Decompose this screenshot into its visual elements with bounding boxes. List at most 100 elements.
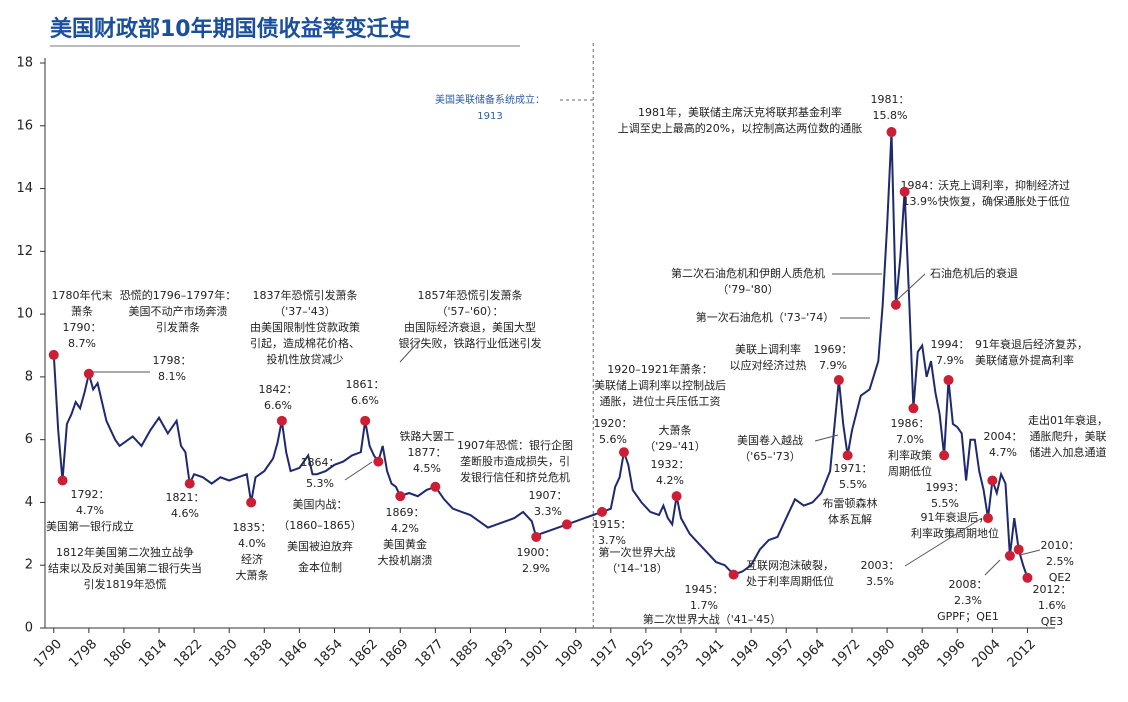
leader-line (1019, 549, 1041, 556)
annotation-text: 大投机崩溃 (378, 553, 433, 567)
annotation-text: 美联上调利率 (735, 342, 801, 356)
highlight-dot (597, 506, 608, 517)
annotation-text: 上调至史上最高的20%，以控制高达两位数的通胀 (618, 121, 862, 135)
annotation-text: 2003： (861, 559, 900, 572)
annotation-text: 大萧条 (236, 568, 269, 582)
annotation-text: 1821： (166, 491, 205, 504)
annotation-text: 美联储上调利率以控制战后 (594, 378, 726, 392)
annotation-text: 1842： (259, 383, 298, 396)
highlight-dot (83, 368, 94, 379)
annotation-text: 13.9% (903, 195, 938, 208)
annotation-text: 经济 (241, 552, 263, 566)
annotation-text: （'29–'41） (644, 440, 706, 453)
line (52, 132, 1029, 579)
annotation-text: 互联网泡沫破裂， (746, 558, 834, 572)
annotation-text: 1900： (517, 546, 556, 559)
leader-line (904, 517, 983, 567)
annotation-text: 1920： (594, 417, 633, 430)
annotation-text: 1994： (931, 338, 970, 351)
annotation-text: 4.6% (171, 507, 199, 520)
annotation-text: 1790： (63, 321, 102, 334)
annotation-text: 第一次世界大战 (599, 545, 676, 559)
annotation-text: 1984： (901, 179, 940, 192)
annotation-text: 5.5% (931, 497, 959, 510)
annotation-text: 5.6% (599, 433, 627, 446)
annotation-text: 2012： (1033, 583, 1072, 596)
annotation-text: 快恢复，确保通胀处于低位 (938, 194, 1070, 208)
annotation-text: 8.7% (68, 337, 96, 350)
annotation-text: （'37–'43） (274, 305, 336, 318)
annotation-text: （'79–'80） (717, 283, 779, 296)
annotation-text: 7.9% (936, 354, 964, 367)
leader-line (896, 273, 926, 301)
leader-line (814, 434, 839, 442)
annotation-text: （'65–'73） (739, 450, 801, 463)
highlight-dot (246, 497, 257, 508)
annotation-text: 通胀爬升，美联 (1030, 430, 1107, 443)
highlight-dot (531, 531, 542, 542)
highlight-dot (373, 456, 384, 467)
annotation-text: 4.5% (413, 462, 441, 475)
annotation-text: 引发1819年恐慌 (84, 577, 167, 591)
annotation-text: 2.3% (954, 594, 982, 607)
annotation-text: 8.1% (158, 370, 186, 383)
annotation-text: 大萧条 (659, 423, 692, 437)
annotation-text: 利率政策周期地位 (911, 526, 999, 540)
annotation-text: 4.0% (238, 537, 266, 550)
highlight-dot (833, 375, 844, 386)
highlight-dot (1022, 572, 1033, 583)
annotation-text: 1969： (814, 343, 853, 356)
highlight-dot (842, 450, 853, 461)
leader-line (344, 461, 373, 481)
annotation-text: 1.7% (690, 599, 718, 612)
y-tick-label: 0 (25, 621, 33, 636)
annotation-text: 1907： (529, 489, 568, 502)
annotation-text: 周期低位 (888, 464, 932, 478)
annotation-text: 第二次世界大战（'41–'45） (643, 612, 782, 626)
annotation-text: 通胀，进位士兵压低工资 (600, 394, 721, 408)
annotation-text: 1835： (233, 521, 272, 534)
annotation-text: 1792： (71, 488, 110, 501)
annotation-text: 美国内战： (293, 497, 348, 511)
annotation-text: 沃克上调利率，抑制经济过 (938, 178, 1070, 192)
y-tick-label: 18 (16, 56, 33, 71)
annotation-text: 4.2% (656, 474, 684, 487)
annotation-text: 美国被迫放弃 (287, 539, 353, 553)
annotation-text: （1860–1865） (278, 519, 362, 532)
annotation-text: 美国不动产市场奔溃 (129, 304, 228, 318)
annotation-text: 1861： (346, 378, 385, 391)
annotation-text: 91年衰退后， (921, 510, 990, 524)
annotation-text: 美联储意外提高利率 (975, 353, 1074, 367)
annotation-text: 1981年，美联储主席沃克将联邦基金利率 (638, 105, 842, 119)
annotation-text: 1915： (593, 518, 632, 531)
highlight-dot (908, 403, 919, 414)
annotation-text: 1837年恐慌引发萧条 (253, 288, 358, 302)
leader-line (984, 559, 1001, 576)
annotation-text: （'14–'18） (606, 562, 668, 575)
annotation-text: 3.7% (598, 534, 626, 547)
annotation-text: 4.2% (391, 522, 419, 535)
annotation-text: 铁路大罢工 (400, 429, 455, 443)
annotation-text: 1877： (408, 446, 447, 459)
annotation-text: 1907年恐慌：银行企图 (457, 438, 573, 452)
y-tick-label: 6 (25, 432, 33, 447)
annotation-text: 利率政策 (888, 448, 932, 462)
annotation-text: 储进入加息通道 (1030, 445, 1107, 459)
highlight-dot (57, 475, 68, 486)
annotation-text: 3.5% (866, 575, 894, 588)
annotation-text: 由国际经济衰退，美国大型 (404, 320, 536, 334)
highlight-dot (886, 127, 897, 138)
annotation-text: 走出01年衰退， (1028, 413, 1108, 427)
annotation-text: 15.8% (873, 109, 908, 122)
annotation-text: 6.6% (351, 394, 379, 407)
annotation-text: 引发萧条 (156, 320, 200, 334)
annotation-text: 美国黄金 (383, 537, 427, 551)
annotation-text: （'57–'60）： (436, 305, 503, 318)
y-tick-label: 14 (16, 181, 33, 196)
annotation-text: 1945： (685, 583, 724, 596)
annotation-text: 结束以及反对美国第二银行失当 (48, 561, 202, 575)
annotation-text: 1780年代末 (52, 288, 113, 302)
annotation-text: 1864： (301, 456, 340, 469)
annotation-text: 发银行信任和挤兑危机 (460, 470, 570, 484)
